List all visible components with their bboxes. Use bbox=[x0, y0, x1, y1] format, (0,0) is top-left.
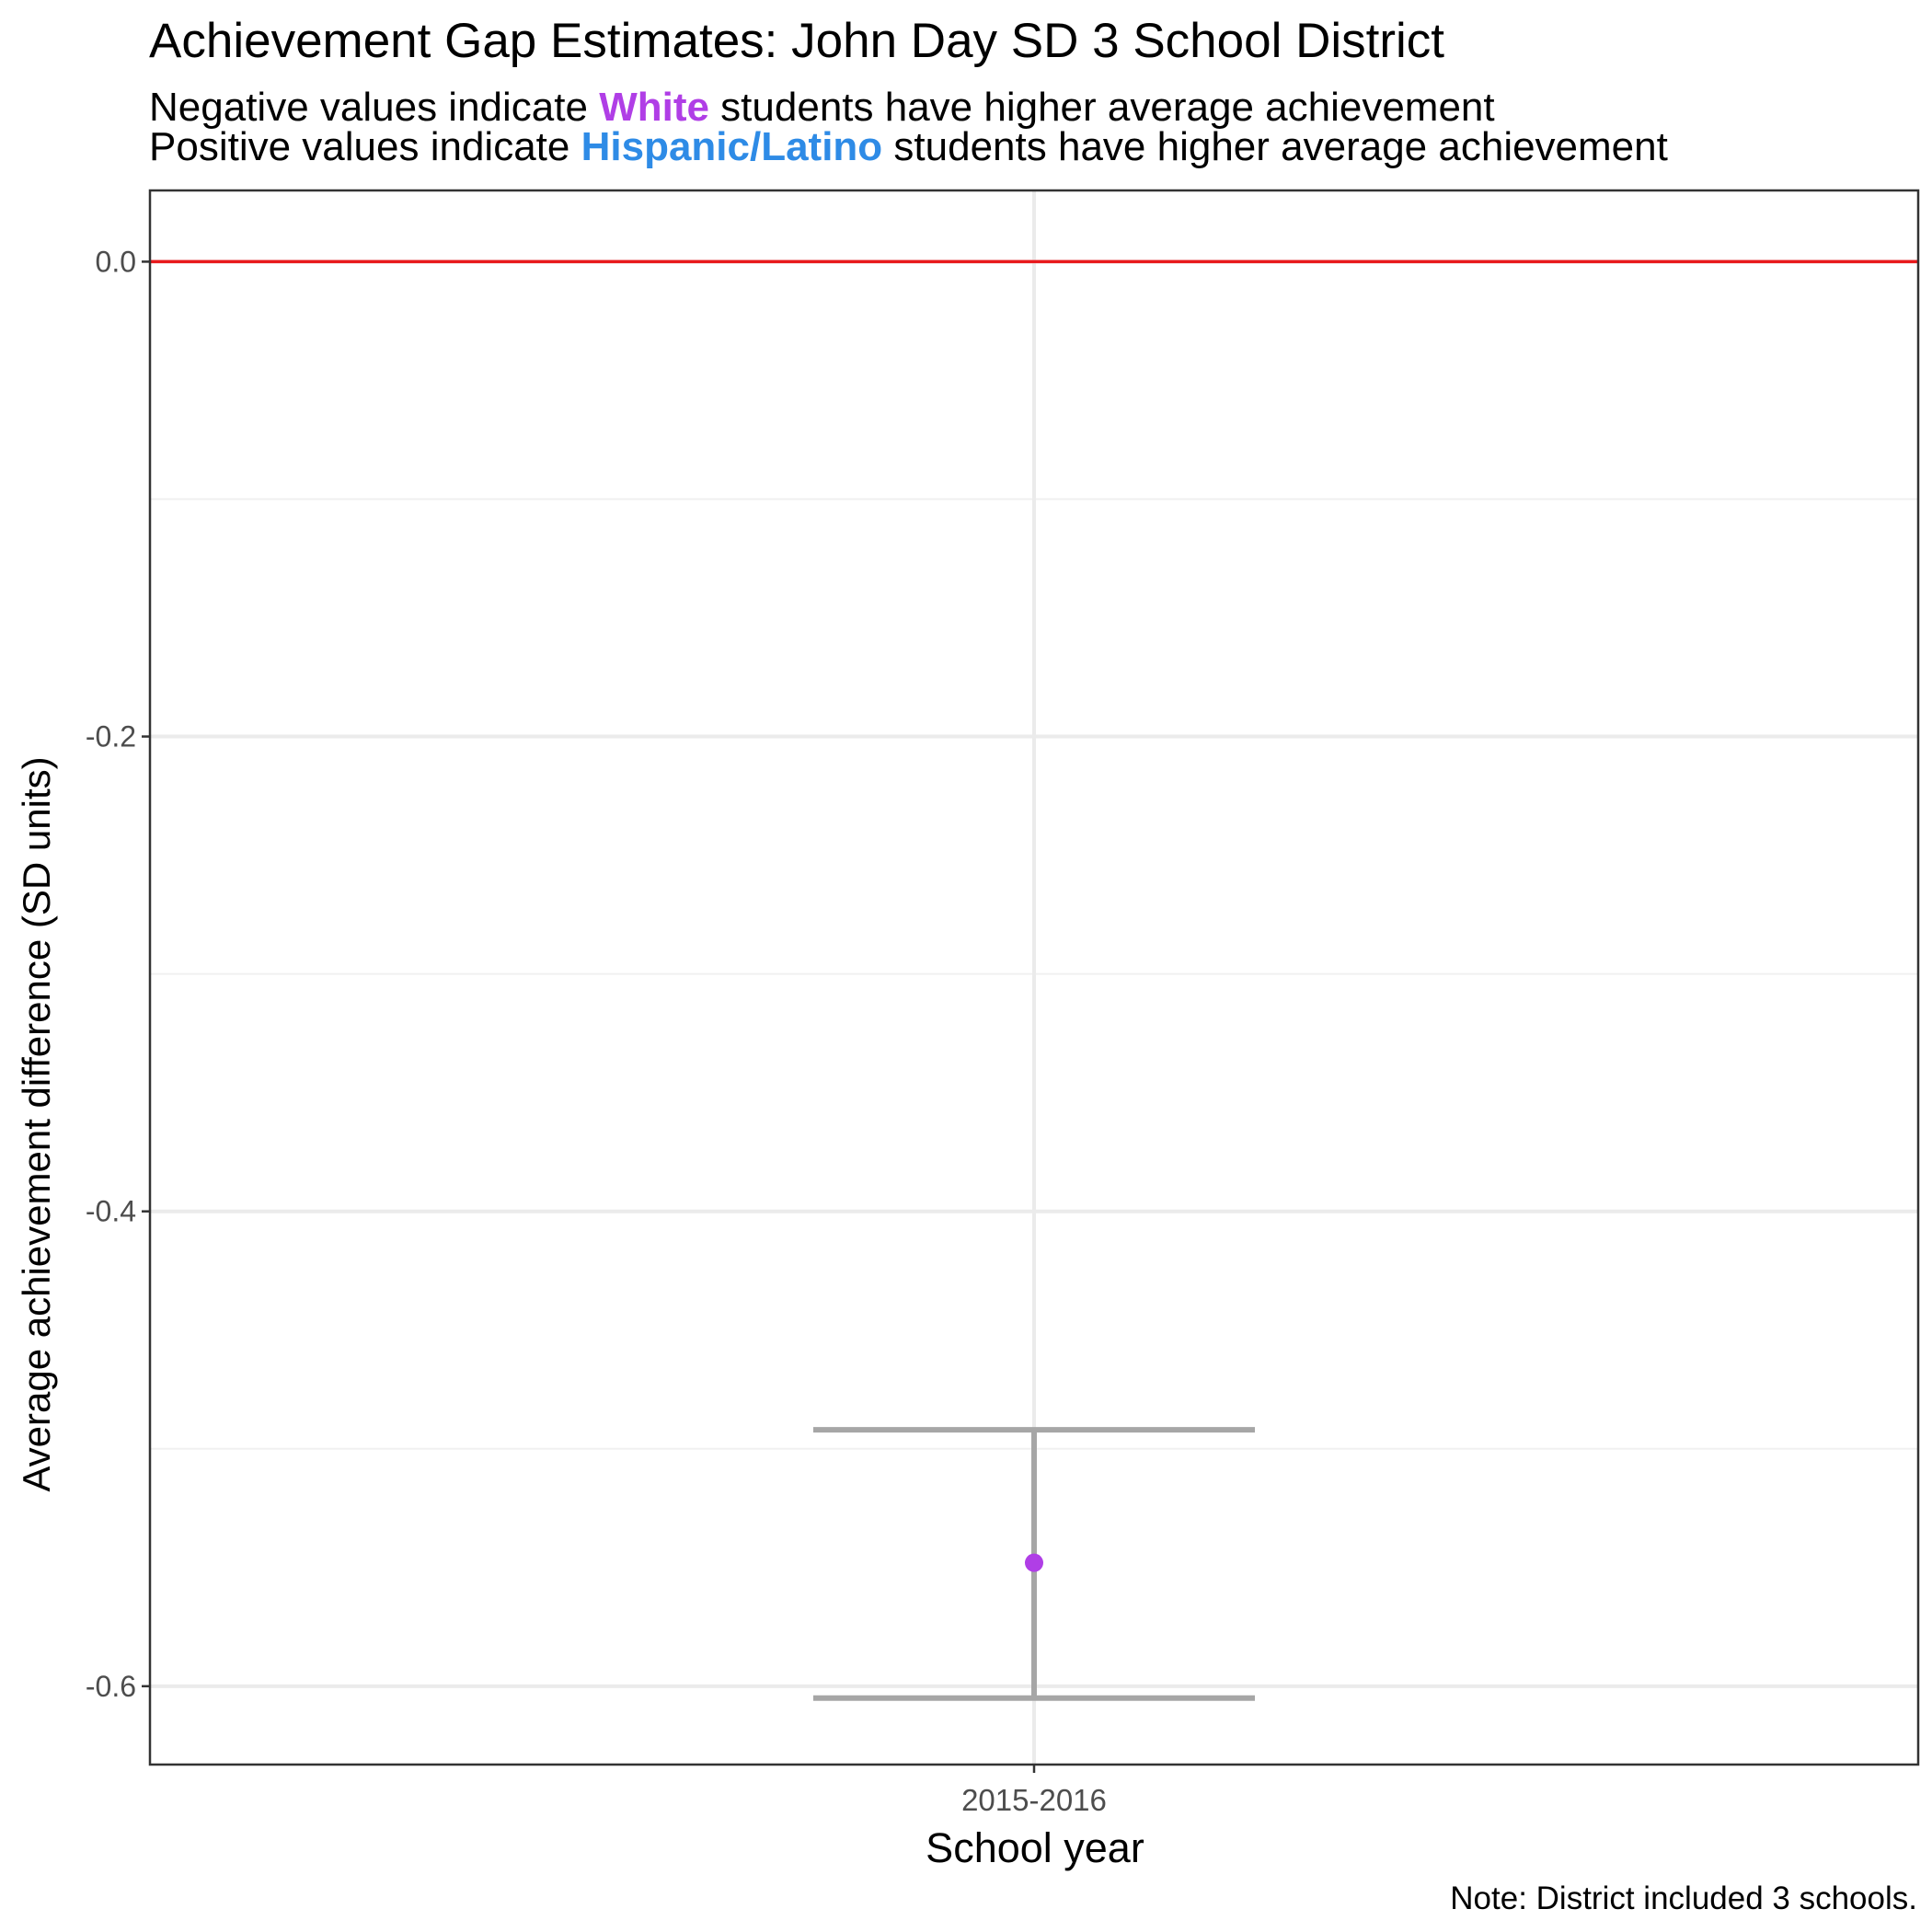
x-axis-label: School year bbox=[926, 1824, 1144, 1871]
gap-estimate-point bbox=[1025, 1553, 1043, 1572]
subtitle-hispanic-label: Hispanic/Latino bbox=[581, 124, 883, 169]
y-tick-label: -0.4 bbox=[86, 1195, 136, 1228]
y-tick-label: -0.6 bbox=[86, 1670, 136, 1703]
subtitle-1-prefix: Negative values indicate bbox=[149, 85, 600, 130]
x-tick-label: 2015-2016 bbox=[961, 1783, 1107, 1817]
subtitle-white-label: White bbox=[599, 85, 709, 130]
chart-title: Achievement Gap Estimates: John Day SD 3… bbox=[149, 14, 1445, 68]
subtitle-line-1: Negative values indicate White students … bbox=[149, 85, 1495, 131]
y-axis-label: Average achievement difference (SD units… bbox=[15, 756, 58, 1492]
subtitle-2-suffix: students have higher average achievement bbox=[882, 124, 1668, 169]
chart-caption: Note: District included 3 schools. bbox=[1450, 1880, 1917, 1916]
y-tick-label: 0.0 bbox=[96, 245, 136, 278]
subtitle-1-suffix: students have higher average achievement bbox=[708, 85, 1495, 130]
subtitle-2-prefix: Positive values indicate bbox=[149, 124, 581, 169]
y-tick-label: -0.2 bbox=[86, 720, 136, 753]
subtitle-line-2: Positive values indicate Hispanic/Latino… bbox=[149, 124, 1668, 170]
